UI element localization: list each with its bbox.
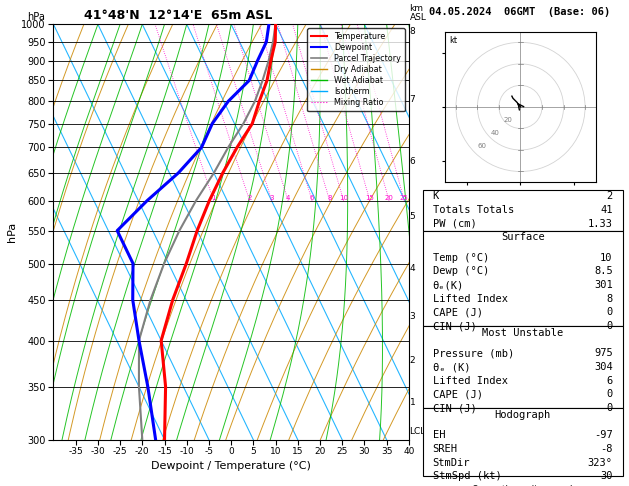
- Text: 2: 2: [247, 194, 252, 201]
- Bar: [423, 190, 623, 230]
- Text: 6: 6: [310, 194, 314, 201]
- Text: LCL: LCL: [409, 427, 426, 435]
- Text: 6: 6: [409, 156, 415, 166]
- Text: 10: 10: [600, 253, 613, 263]
- Text: Dewp (°C): Dewp (°C): [433, 266, 489, 277]
- Text: StmDir: StmDir: [433, 458, 470, 468]
- Bar: [423, 326, 623, 408]
- Text: 2: 2: [606, 191, 613, 201]
- Text: -97: -97: [594, 430, 613, 440]
- Text: StmSpd (kt): StmSpd (kt): [433, 471, 501, 481]
- Text: 8.5: 8.5: [594, 266, 613, 277]
- Text: Totals Totals: Totals Totals: [433, 205, 514, 215]
- Text: 304: 304: [594, 362, 613, 372]
- Text: 8: 8: [327, 194, 332, 201]
- Text: Mixing Ratio (g/kg): Mixing Ratio (g/kg): [440, 189, 449, 275]
- Text: -8: -8: [600, 444, 613, 454]
- Text: 0: 0: [606, 321, 613, 331]
- Text: Temp (°C): Temp (°C): [433, 253, 489, 263]
- Text: PW (cm): PW (cm): [433, 219, 476, 229]
- Text: 0: 0: [606, 403, 613, 413]
- Bar: [423, 408, 623, 476]
- Text: Pressure (mb): Pressure (mb): [433, 348, 514, 358]
- Text: K: K: [433, 191, 439, 201]
- Text: 20: 20: [384, 194, 394, 201]
- Text: 8: 8: [409, 27, 415, 35]
- Text: 40: 40: [490, 130, 499, 136]
- Text: 301: 301: [594, 280, 613, 290]
- Text: CAPE (J): CAPE (J): [433, 308, 482, 317]
- Text: 3: 3: [409, 312, 415, 321]
- Text: 6: 6: [606, 376, 613, 386]
- Text: 5: 5: [409, 212, 415, 221]
- Text: hPa: hPa: [27, 12, 45, 22]
- Text: 0: 0: [606, 389, 613, 399]
- Text: 1: 1: [409, 398, 415, 407]
- Text: θₑ(K): θₑ(K): [433, 280, 464, 290]
- Text: 4: 4: [286, 194, 291, 201]
- Text: θₑ (K): θₑ (K): [433, 362, 470, 372]
- Text: 41: 41: [600, 205, 613, 215]
- Text: 15: 15: [365, 194, 374, 201]
- Text: 975: 975: [594, 348, 613, 358]
- Text: 8: 8: [606, 294, 613, 304]
- Text: 323°: 323°: [587, 458, 613, 468]
- Text: 30: 30: [600, 471, 613, 481]
- Text: 1.33: 1.33: [587, 219, 613, 229]
- Text: kt: kt: [450, 36, 458, 45]
- X-axis label: Dewpoint / Temperature (°C): Dewpoint / Temperature (°C): [151, 461, 311, 470]
- Bar: [423, 230, 623, 326]
- Text: 25: 25: [400, 194, 409, 201]
- Legend: Temperature, Dewpoint, Parcel Trajectory, Dry Adiabat, Wet Adiabat, Isotherm, Mi: Temperature, Dewpoint, Parcel Trajectory…: [308, 28, 405, 111]
- Text: Hodograph: Hodograph: [494, 410, 551, 420]
- Text: 04.05.2024  06GMT  (Base: 06): 04.05.2024 06GMT (Base: 06): [429, 7, 610, 17]
- Text: 1: 1: [211, 194, 216, 201]
- Text: Lifted Index: Lifted Index: [433, 376, 508, 386]
- Text: 3: 3: [270, 194, 274, 201]
- Text: 4: 4: [409, 264, 415, 273]
- Text: CIN (J): CIN (J): [433, 403, 476, 413]
- Text: 41°48'N  12°14'E  65m ASL: 41°48'N 12°14'E 65m ASL: [84, 9, 272, 22]
- Text: 2: 2: [409, 356, 415, 365]
- Text: Lifted Index: Lifted Index: [433, 294, 508, 304]
- Text: SREH: SREH: [433, 444, 458, 454]
- Text: © weatheronline.co.uk: © weatheronline.co.uk: [471, 485, 574, 486]
- Text: 60: 60: [477, 143, 486, 149]
- Text: Most Unstable: Most Unstable: [482, 328, 564, 338]
- Text: 0: 0: [606, 308, 613, 317]
- Text: 10: 10: [339, 194, 348, 201]
- Text: CAPE (J): CAPE (J): [433, 389, 482, 399]
- Text: EH: EH: [433, 430, 445, 440]
- Text: Surface: Surface: [501, 232, 545, 243]
- Text: 7: 7: [409, 95, 415, 104]
- Text: CIN (J): CIN (J): [433, 321, 476, 331]
- Y-axis label: hPa: hPa: [7, 222, 17, 242]
- Text: km
ASL: km ASL: [409, 3, 426, 22]
- Text: 20: 20: [503, 117, 512, 123]
